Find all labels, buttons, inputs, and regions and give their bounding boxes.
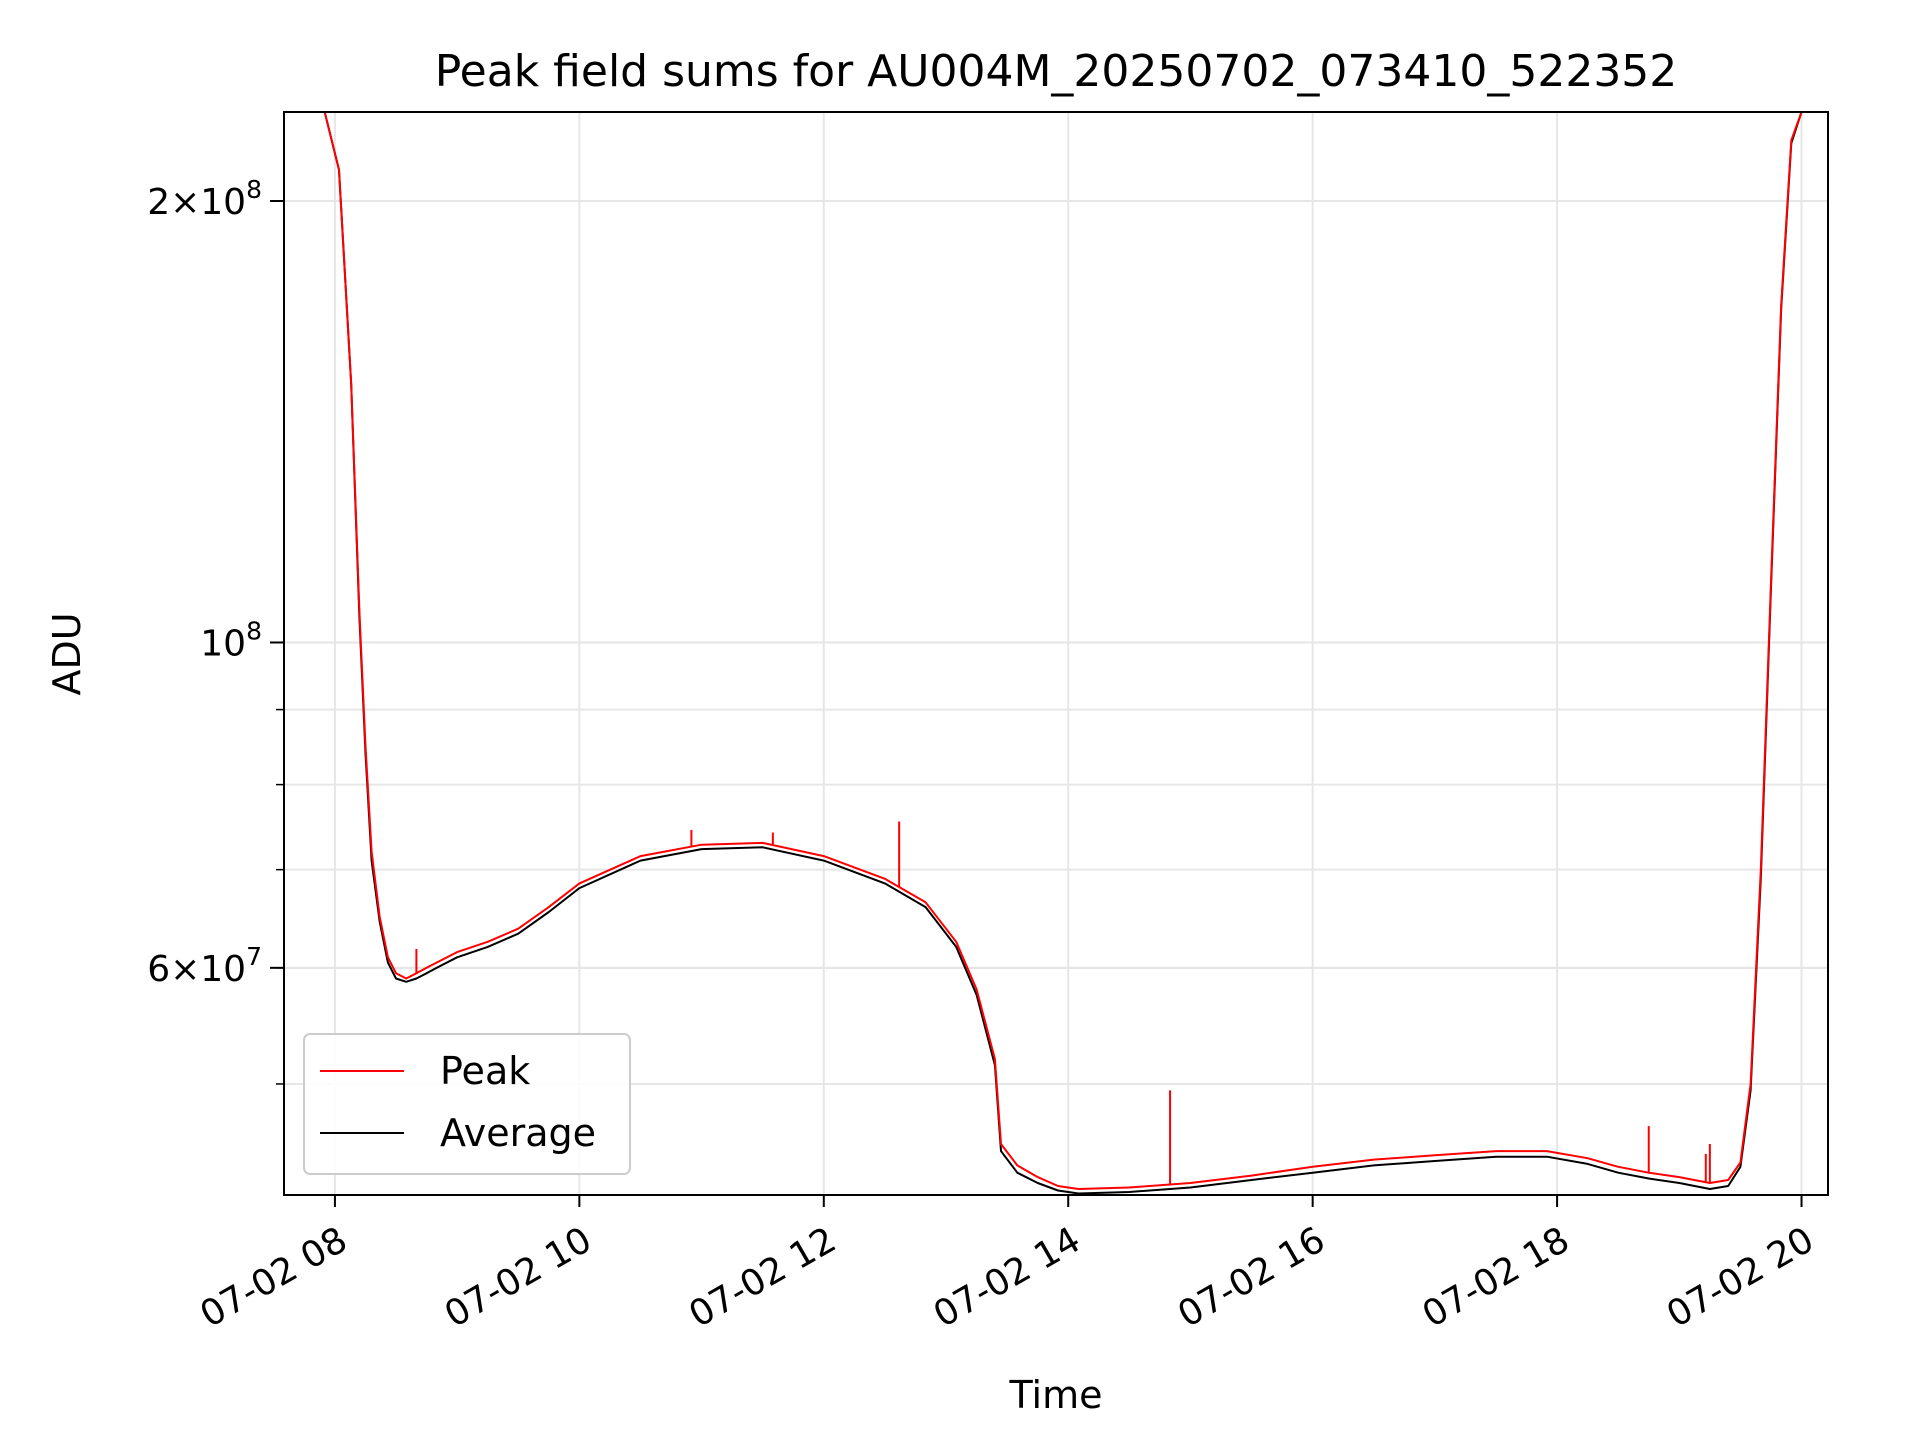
y-tick-label: 2×108 (147, 175, 262, 223)
series-line-average (302, 111, 1812, 1195)
x-tick-label: 07-02 16 (1171, 1219, 1332, 1335)
grid-layer (284, 112, 1828, 1195)
y-axis-label: ADU (45, 612, 89, 695)
y-tick-label: 108 (200, 616, 262, 664)
x-axis-label: Time (1009, 1373, 1103, 1417)
series-line-peak (302, 111, 1812, 1190)
x-tick-label: 07-02 14 (927, 1219, 1088, 1335)
x-tick-label: 07-02 10 (438, 1219, 599, 1335)
x-tick-label: 07-02 08 (194, 1219, 355, 1335)
x-tick-label: 07-02 18 (1416, 1219, 1577, 1335)
y-tick-label: 6×107 (147, 942, 262, 990)
legend-box (303, 1033, 631, 1175)
series-layer (302, 111, 1812, 1195)
legend: Peak Average (303, 1033, 631, 1175)
plot-frame (283, 111, 1829, 1196)
x-tick-label: 07-02 12 (682, 1219, 843, 1335)
x-tick-label: 07-02 20 (1660, 1219, 1821, 1335)
chart-title: Peak field sums for AU004M_20250702_0734… (435, 46, 1678, 97)
legend-label-average: Average (440, 1111, 596, 1155)
legend-label-peak: Peak (440, 1049, 530, 1093)
